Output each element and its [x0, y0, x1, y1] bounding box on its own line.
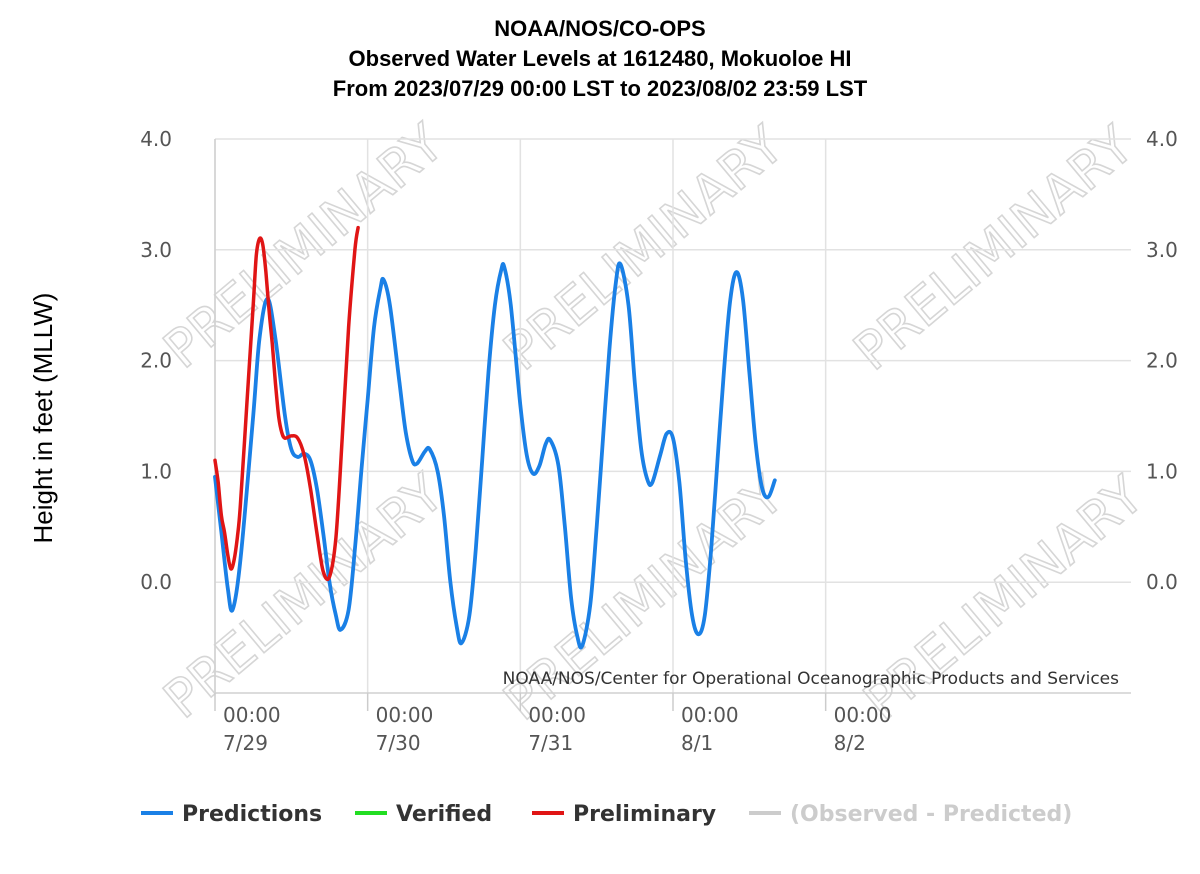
x-tick-time: 00:00 — [681, 703, 739, 727]
x-tick-time: 00:00 — [376, 703, 434, 727]
legend-label: Predictions — [182, 802, 322, 827]
y-axis-label: Height in feet (MLLW) — [28, 293, 58, 544]
legend-item-preliminary[interactable]: Preliminary — [532, 802, 716, 827]
watermark-text: PRELIMINARY — [843, 115, 1145, 382]
y-tick-label-left: 0.0 — [140, 570, 172, 594]
watermark-text: PRELIMINARY — [153, 463, 455, 730]
series-layer — [213, 225, 777, 650]
y-tick-label-left: 4.0 — [140, 127, 172, 151]
watermark-layer: PRELIMINARY PRELIMINARY PRELIMINARYPRELIMI… — [152, 113, 1156, 734]
y-tick-label-right: 1.0 — [1146, 459, 1178, 483]
x-tick-time: 00:00 — [223, 703, 281, 727]
x-tick-time: 00:00 — [834, 703, 892, 727]
legend-label: (Observed - Predicted) — [790, 802, 1072, 827]
legend-label: Preliminary — [573, 802, 716, 827]
y-axis-right: 4.0 3.0 2.0 1.0 0.0 — [1146, 127, 1178, 594]
x-tick-date: 8/1 — [681, 731, 713, 755]
y-tick-label-left: 1.0 — [140, 459, 172, 483]
y-tick-label-left: 3.0 — [140, 238, 172, 262]
legend-item-observed-predicted[interactable]: (Observed - Predicted) — [749, 802, 1072, 827]
chart-title-line-2: Observed Water Levels at 1612480, Mokuol… — [349, 46, 852, 71]
y-tick-label-right: 4.0 — [1146, 127, 1178, 151]
x-axis: 00:00 7/29 00:00 7/30 00:00 7/31 00:00 8/1 00:00… — [214, 693, 892, 755]
watermark-text: PRELIMINARY — [153, 113, 455, 380]
chart-title-line-1: NOAA/NOS/CO-OPS — [494, 16, 705, 41]
x-tick-date: 7/29 — [223, 731, 268, 755]
legend-item-predictions[interactable]: Predictions — [141, 802, 322, 827]
series-line-predictions — [213, 261, 777, 650]
x-tick-time: 00:00 — [528, 703, 586, 727]
y-tick-label-right: 0.0 — [1146, 570, 1178, 594]
y-tick-label-right: 3.0 — [1146, 238, 1178, 262]
watermark-text: PRELIMINARY — [493, 115, 795, 382]
y-tick-label-left: 2.0 — [140, 349, 172, 373]
chart-title-line-3: From 2023/07/29 00:00 LST to 2023/08/02 … — [333, 76, 868, 101]
x-tick-date: 8/2 — [834, 731, 866, 755]
x-tick-date: 7/30 — [376, 731, 421, 755]
chart-legend[interactable]: Predictions Verified Preliminary (Observed … — [141, 802, 1072, 827]
y-axis-left: 4.0 3.0 2.0 1.0 0.0 — [140, 127, 172, 594]
series-line-preliminary — [213, 225, 360, 582]
y-tick-label-right: 2.0 — [1146, 349, 1178, 373]
x-tick-date: 7/31 — [528, 731, 573, 755]
legend-item-verified[interactable]: Verified — [355, 802, 492, 827]
credit-text: NOAA/NOS/Center for Operational Oceanogr… — [503, 669, 1119, 689]
legend-label: Verified — [396, 802, 492, 827]
